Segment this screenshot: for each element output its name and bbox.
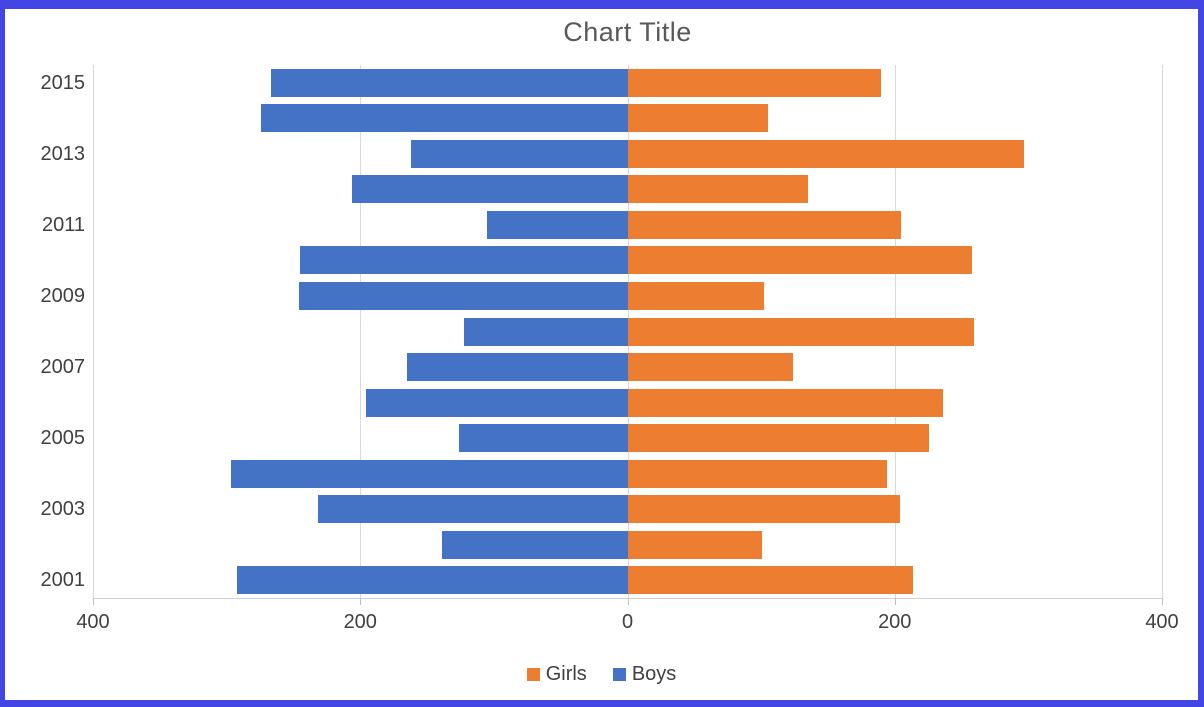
bar-girls-2001	[627, 566, 914, 595]
bar-girls-2006	[627, 388, 943, 417]
bar-boys-2003	[317, 495, 628, 524]
legend-swatch-girls	[526, 667, 540, 681]
bar-boys-2010	[300, 246, 628, 275]
gridline	[360, 65, 362, 598]
legend-label-boys: Boys	[631, 662, 677, 685]
bar-boys-2009	[298, 281, 628, 310]
bar-girls-2012	[627, 175, 808, 204]
y-axis-label: 2007	[40, 356, 86, 379]
chart-title: Chart Title	[563, 17, 692, 47]
bar-girls-2009	[627, 281, 764, 310]
x-axis-label: 400	[76, 611, 110, 633]
x-axis-label: 200	[343, 611, 377, 633]
bar-girls-2003	[627, 495, 901, 524]
y-axis-label: 2011	[41, 213, 85, 236]
bar-boys-2007	[407, 353, 628, 382]
bar-girls-2010	[627, 246, 973, 275]
gridline	[93, 65, 94, 598]
bar-boys-2005	[459, 424, 628, 453]
bar-boys-2014	[261, 104, 628, 133]
plot-area	[93, 65, 1163, 598]
legend-swatch-boys	[612, 667, 626, 681]
bar-boys-2015	[270, 68, 628, 97]
bar-boys-2011	[487, 210, 628, 239]
bar-girls-2014	[627, 104, 768, 133]
gridline	[1162, 65, 1163, 598]
y-axis-label: 2013	[40, 142, 86, 165]
legend-label-girls: Girls	[545, 662, 587, 685]
bar-boys-2006	[365, 388, 628, 417]
y-axis-label: 2015	[40, 71, 86, 94]
legend-entry-boys: Boys	[612, 662, 677, 686]
axis-tick	[894, 598, 896, 605]
legend: Girls Boys	[5, 659, 1198, 689]
bar-girls-2011	[627, 210, 902, 239]
x-axis-label: 200	[878, 611, 912, 633]
axis-tick	[93, 598, 94, 605]
y-axis-label: 2005	[40, 427, 86, 450]
axis-tick	[360, 598, 362, 605]
bar-boys-2008	[464, 317, 628, 346]
x-axis-label: 400	[1145, 611, 1179, 633]
bar-boys-2004	[230, 459, 628, 488]
bar-boys-2001	[237, 566, 628, 595]
bar-boys-2012	[352, 175, 628, 204]
bar-girls-2005	[627, 424, 930, 453]
y-axis-label: 2009	[40, 284, 86, 307]
y-axis-label: 2003	[40, 498, 86, 521]
bar-girls-2008	[627, 317, 974, 346]
bar-girls-2002	[627, 530, 763, 559]
bar-girls-2013	[627, 139, 1025, 168]
bar-boys-2013	[411, 139, 628, 168]
bar-girls-2015	[627, 68, 882, 97]
bar-girls-2007	[627, 353, 794, 382]
legend-entry-girls: Girls	[526, 662, 587, 686]
y-axis-label: 2001	[40, 569, 86, 592]
bar-boys-2002	[441, 530, 628, 559]
axis-tick	[627, 598, 629, 605]
bar-girls-2004	[627, 459, 887, 488]
axis-tick	[1162, 598, 1163, 605]
x-axis-label: 0	[621, 611, 634, 633]
